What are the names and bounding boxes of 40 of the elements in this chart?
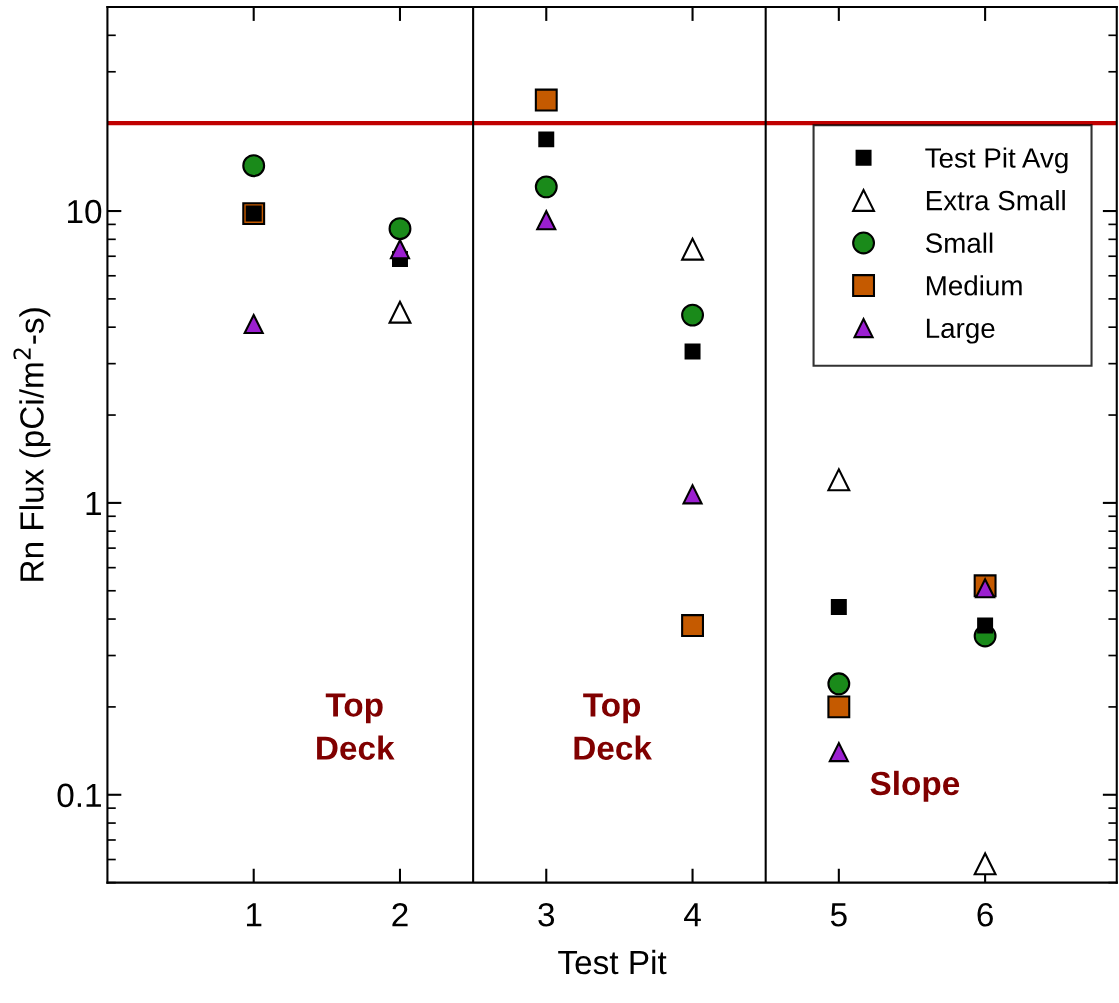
- point: [388, 300, 412, 324]
- legend-label: Test Pit Avg: [925, 147, 1068, 174]
- point: [827, 672, 851, 696]
- point: [681, 303, 704, 327]
- point: [977, 617, 994, 634]
- annotation: Slope: [870, 770, 960, 802]
- point: [827, 468, 851, 492]
- point: [830, 598, 847, 615]
- x-tick-label: 6: [977, 902, 993, 927]
- x-tick-label: 5: [830, 903, 847, 927]
- y-tick-label: 0.1: [57, 783, 101, 808]
- point: [243, 313, 264, 335]
- point: [682, 484, 703, 505]
- point: [242, 154, 266, 178]
- x-tick-label: 2: [392, 902, 408, 927]
- point: [534, 175, 558, 199]
- point: [828, 742, 849, 763]
- point: [973, 852, 997, 876]
- x-tick-label: 1: [246, 903, 262, 927]
- point: [681, 614, 704, 638]
- legend-label: Small: [925, 232, 993, 253]
- point: [388, 217, 412, 241]
- annotation: Top Deck: [317, 693, 395, 760]
- x-tick-label: 4: [684, 903, 701, 927]
- point: [827, 695, 851, 719]
- point: [681, 237, 704, 261]
- y-axis-title: Rn Flux (pCi/m$^{2}$-s): [13, 308, 51, 581]
- point: [389, 239, 411, 260]
- point: [536, 210, 557, 231]
- legend-label: Large: [926, 318, 995, 344]
- y-tick-label: 10: [68, 199, 102, 224]
- legend-label: Medium: [926, 275, 1022, 296]
- point: [538, 131, 555, 148]
- point: [534, 88, 558, 112]
- point: [684, 343, 701, 360]
- x-axis-title: Test Pit: [558, 949, 667, 975]
- x-tick-label: 3: [538, 902, 555, 927]
- annotation: Top Deck: [574, 693, 652, 760]
- y-tick-label: 1: [86, 492, 101, 515]
- legend-label: Extra Small: [926, 190, 1065, 211]
